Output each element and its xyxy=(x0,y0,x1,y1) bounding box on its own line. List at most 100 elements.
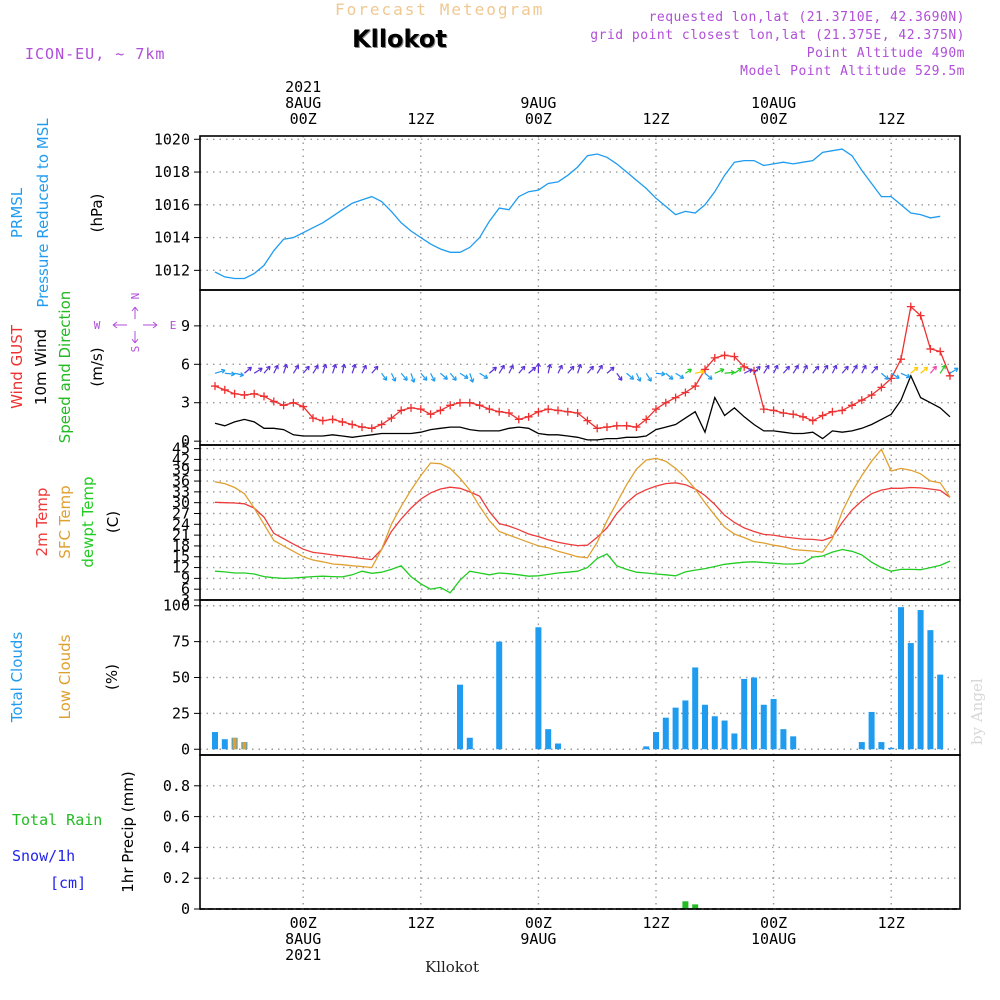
panel-pressure: 1012 1014 1016 1018 1020 xyxy=(154,130,961,291)
wind-barb xyxy=(214,369,226,374)
wind-barb-head xyxy=(239,372,245,378)
y-axis-label-temperature: SFC Temp xyxy=(56,485,74,558)
bar-total xyxy=(937,674,944,750)
y-tick-label: 1012 xyxy=(154,261,190,279)
wind-barb-head xyxy=(535,362,541,368)
wind-barb-head xyxy=(679,374,685,379)
y-axis-label-wind: (m/s) xyxy=(88,347,106,386)
wind-barb-head xyxy=(748,368,753,373)
y-axis-label-clouds: Total Clouds xyxy=(8,632,26,724)
wind-barb-head xyxy=(332,363,338,369)
gust-marker xyxy=(701,365,709,374)
wind-barb-head xyxy=(617,376,623,381)
gust-marker xyxy=(220,385,229,394)
wind-barb-head xyxy=(509,364,514,370)
wind-barb xyxy=(302,365,310,374)
series-line-gust xyxy=(214,305,951,429)
wind-barb-head xyxy=(403,376,408,381)
wind-barb xyxy=(390,372,396,382)
gust-marker xyxy=(544,405,553,414)
wind-barb xyxy=(822,364,829,374)
x-tick-label-top: 10AUG xyxy=(751,94,796,112)
wind-barb xyxy=(371,365,379,374)
x-tick-label-top: 12Z xyxy=(878,110,905,128)
bar-total xyxy=(878,742,885,750)
wind-barb-head xyxy=(823,364,829,370)
wind-barb xyxy=(900,372,911,378)
panel-clouds: 0 25 50 75 100 xyxy=(163,597,961,758)
wind-barb xyxy=(489,366,497,374)
wind-barb-head xyxy=(500,364,505,370)
gust-marker xyxy=(299,402,308,411)
wind-barb xyxy=(665,372,674,380)
wind-barb-head xyxy=(862,364,867,370)
wind-barb-head xyxy=(341,363,347,369)
compass-e: E xyxy=(170,319,177,332)
y-axis-label-wind: Speed and Direction xyxy=(56,291,74,444)
x-tick-label-bottom: 00Z xyxy=(290,914,317,932)
gust-marker xyxy=(730,352,739,361)
wind-barb-head xyxy=(764,364,770,370)
wind-barb xyxy=(234,372,244,376)
wind-barb xyxy=(714,368,725,374)
wind-barb-head xyxy=(661,371,666,377)
wind-barb xyxy=(763,364,770,374)
wind-barb-head xyxy=(220,368,226,374)
wind-barb xyxy=(400,372,408,381)
wind-barb xyxy=(449,372,457,381)
wind-barb-head xyxy=(737,367,742,373)
gust-marker xyxy=(593,424,602,433)
compass-n: N xyxy=(129,293,142,300)
wind-barb-head xyxy=(483,374,489,379)
wind-barb-head xyxy=(700,369,705,375)
x-tick-label-top: 00Z xyxy=(290,110,317,128)
gust-marker xyxy=(367,424,376,433)
wind-barb xyxy=(861,364,867,374)
y-tick-label: 33 xyxy=(172,483,190,501)
wind-barb xyxy=(312,364,319,374)
compass-s: S xyxy=(129,346,142,353)
wind-barb xyxy=(341,364,345,374)
bar-rain xyxy=(682,901,689,909)
wind-barb xyxy=(920,366,928,374)
gust-marker xyxy=(916,311,925,320)
x-tick-label-bottom: 12Z xyxy=(878,914,905,932)
wind-barb xyxy=(273,364,279,374)
gust-marker xyxy=(808,416,817,425)
wind-barb-head xyxy=(577,363,583,369)
wind-barb-head xyxy=(463,374,469,379)
gust-marker xyxy=(828,407,837,416)
wind-barb-head xyxy=(305,365,310,371)
gust-marker xyxy=(612,421,621,430)
y-tick-label: 0 xyxy=(181,740,190,758)
wind-barb-head xyxy=(814,365,820,371)
wind-barb xyxy=(332,364,337,374)
wind-barb xyxy=(420,372,428,381)
gust-marker xyxy=(377,420,386,429)
wind-barb-head xyxy=(469,378,475,383)
wind-barb xyxy=(949,367,959,374)
wind-barb-head xyxy=(773,364,779,370)
wind-barb xyxy=(430,372,436,382)
bar-total xyxy=(927,630,934,750)
bar-total xyxy=(898,607,904,750)
gust-marker xyxy=(603,423,611,432)
y-axis-label-temperature: 2m Temp xyxy=(33,488,51,557)
x-tick-label-top: 00Z xyxy=(760,110,787,128)
wind-barb-head xyxy=(923,366,929,372)
wind-barb-head xyxy=(941,364,946,370)
wind-barb xyxy=(616,372,623,381)
x-tick-label-top: 12Z xyxy=(407,110,434,128)
bar-total xyxy=(907,643,914,750)
bar-total xyxy=(545,729,552,750)
wind-barb-head xyxy=(730,370,735,376)
wind-barb xyxy=(586,365,594,374)
bar-total xyxy=(741,678,748,750)
y-tick-label: 12 xyxy=(172,559,190,577)
wind-barb-head xyxy=(373,365,379,371)
wind-barb xyxy=(871,365,879,374)
wind-barb xyxy=(263,365,271,374)
wind-barb-head xyxy=(687,368,692,374)
y-tick-label: 25 xyxy=(172,704,190,722)
chart-location-title: Kllokot xyxy=(352,25,447,53)
